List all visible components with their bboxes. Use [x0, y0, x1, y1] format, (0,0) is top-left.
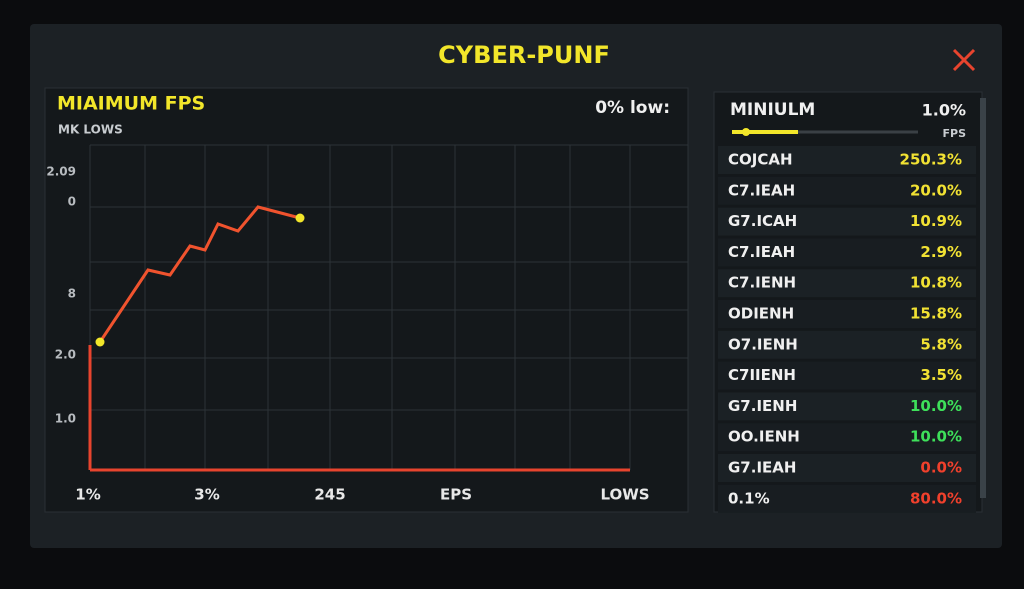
list-unit: FPS: [943, 127, 967, 140]
row-bg: [718, 454, 976, 482]
row-bg: [718, 330, 976, 359]
row-value: 10.9%: [910, 212, 962, 230]
row-label: OO.IENH: [728, 428, 800, 446]
grid: [89, 144, 689, 470]
row-label: O7.IENH: [728, 335, 798, 353]
panel-subtitle: MK LOWS: [58, 123, 123, 137]
line-point: [295, 213, 305, 223]
x-label: LOWS: [600, 486, 649, 504]
window-title: CYBER-PUNF: [438, 41, 610, 69]
row-value: 10.0%: [910, 397, 962, 415]
row-value: 2.9%: [920, 243, 962, 261]
row-value: 15.8%: [910, 305, 962, 323]
close-button[interactable]: [952, 48, 976, 72]
line-point: [95, 337, 105, 347]
row-label: 0.1%: [728, 489, 770, 507]
x-label: 1%: [75, 486, 100, 504]
list-title: MINIULM: [730, 100, 815, 120]
row-bg: [718, 361, 976, 390]
x-label: 245: [314, 486, 345, 504]
row-label: C7IIENH: [728, 366, 796, 384]
row-value: 5.8%: [920, 335, 962, 353]
row-value: 250.3%: [900, 151, 962, 169]
row-label: ODIENH: [728, 305, 794, 323]
row-bg: [718, 300, 976, 328]
row-value: 3.5%: [920, 366, 962, 384]
row-bg: [718, 423, 976, 452]
y-label: 0: [68, 195, 76, 209]
row-value: 20.0%: [910, 181, 962, 199]
y-label: 1.0: [55, 412, 76, 426]
panel-badge: 0% low:: [595, 98, 670, 118]
row-label: G7.IENH: [728, 397, 797, 415]
chart-panel: [44, 87, 689, 513]
row-value: 80.0%: [910, 489, 962, 507]
fps-line: [98, 205, 301, 343]
row-bg: [718, 392, 976, 421]
row-bg: [718, 207, 976, 236]
row-bg: [718, 146, 976, 174]
row-bg: [718, 484, 976, 513]
y-label: 2.0: [55, 348, 76, 362]
row-label: C7.IENH: [728, 274, 796, 292]
row-bg: [718, 176, 976, 205]
row-value: 0.0%: [920, 459, 962, 477]
y-label: 8: [68, 287, 76, 301]
row-bg: [718, 269, 976, 298]
panel-title: MIAIMUM FPS: [57, 93, 205, 115]
x-label: 3%: [194, 486, 219, 504]
close-icon[interactable]: [952, 48, 976, 72]
list-value: 1.0%: [922, 101, 966, 120]
list-rows: COJCAH 250.3% C7.IEAH 20.0% G7.ICAH 10.9% C7.I…: [718, 146, 976, 513]
row-bg: [718, 238, 976, 267]
y-label: 2.09: [46, 165, 76, 179]
x-label: EPS: [440, 486, 472, 504]
scrollbar[interactable]: [980, 98, 986, 498]
row-label: C7.IEAH: [728, 181, 795, 199]
row-label: G7.ICAH: [728, 212, 797, 230]
axis-labels: 2.09 0 8 2.0 1.0 1% 3% 245 EPS LOWS: [46, 165, 649, 504]
row-value: 10.0%: [910, 428, 962, 446]
row-label: C7.IEAH: [728, 243, 795, 261]
slider-handle[interactable]: [742, 128, 750, 136]
row-label: COJCAH: [728, 151, 793, 169]
row-value: 10.8%: [910, 274, 962, 292]
row-label: G7.IEAH: [728, 459, 796, 477]
